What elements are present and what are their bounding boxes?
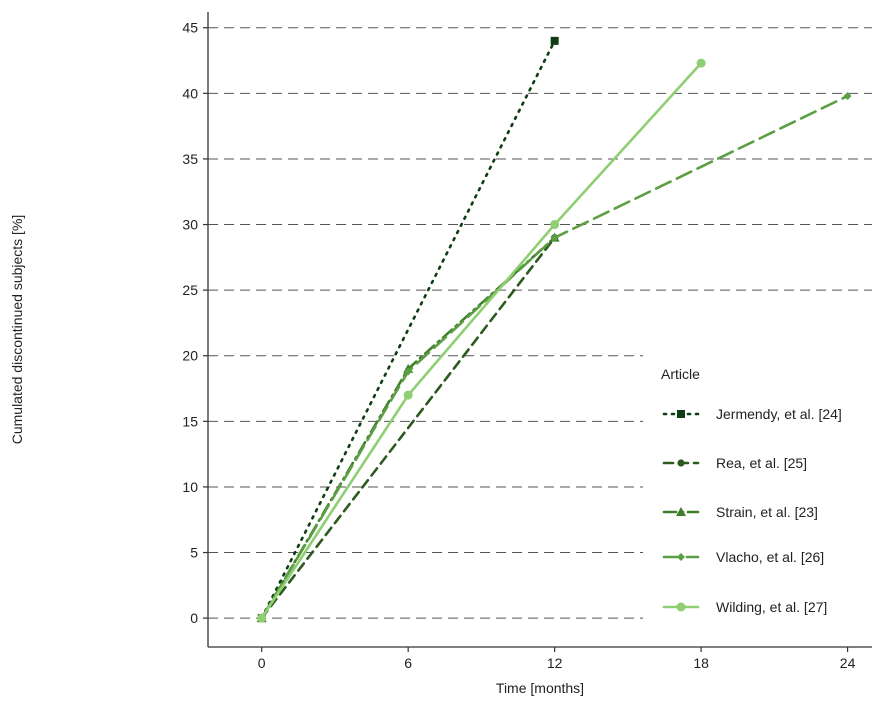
y-tick-label: 40	[182, 85, 198, 101]
y-tick-label: 25	[182, 282, 198, 298]
data-point	[696, 58, 706, 68]
data-point	[843, 91, 852, 100]
data-point	[404, 367, 413, 376]
legend-background	[643, 352, 873, 644]
legend-item-3: Strain, et al. [23]	[662, 504, 818, 520]
legend-item-2: Rea, et al. [25]	[662, 455, 807, 471]
y-tick-label: 5	[190, 545, 198, 561]
legend-label: Strain, et al. [23]	[716, 504, 818, 520]
x-tick-label: 6	[404, 655, 412, 671]
legend-item-5: Wilding, et al. [27]	[662, 599, 827, 615]
data-point	[403, 390, 413, 400]
y-axis-title: Cumulated discontinued subjects [%]	[9, 215, 25, 445]
data-point	[676, 507, 686, 516]
series-layer	[256, 36, 852, 623]
series-line	[260, 61, 703, 620]
x-tick-label: 0	[258, 655, 266, 671]
y-tick-label: 30	[182, 217, 198, 233]
y-tick-label: 0	[190, 610, 198, 626]
y-tick-label: 20	[182, 348, 198, 364]
legend-title: Article	[661, 366, 700, 382]
data-point	[550, 36, 559, 45]
series-line	[260, 94, 849, 620]
data-point	[257, 613, 267, 623]
y-tick-label: 10	[182, 479, 198, 495]
data-point	[676, 602, 686, 612]
series-2	[258, 234, 559, 622]
y-tick-label: 45	[182, 20, 198, 36]
data-point	[550, 220, 560, 230]
x-tick-label: 24	[840, 655, 856, 671]
legend-item-4: Vlacho, et al. [26]	[662, 549, 824, 565]
legend-item-1: Jermendy, et al. [24]	[662, 406, 842, 422]
legend: Article Jermendy, et al. [24] Rea, et al.…	[643, 352, 873, 644]
series-line	[260, 236, 556, 620]
x-tick-label: 18	[693, 655, 709, 671]
x-tick-label: 12	[547, 655, 563, 671]
data-point	[550, 233, 559, 242]
data-point	[677, 553, 685, 561]
axes: 0 5 10 15 20 25 30 35 40 45 0 6 12 18 24	[182, 12, 872, 671]
series-5	[257, 58, 706, 623]
series-line	[260, 39, 556, 620]
y-tick-label: 35	[182, 151, 198, 167]
legend-label: Rea, et al. [25]	[716, 455, 807, 471]
legend-label: Wilding, et al. [27]	[716, 599, 827, 615]
x-axis-title: Time [months]	[496, 680, 584, 696]
data-point	[677, 410, 685, 418]
legend-label: Jermendy, et al. [24]	[716, 406, 842, 422]
legend-label: Vlacho, et al. [26]	[716, 549, 824, 565]
series-1	[257, 36, 559, 623]
data-point	[677, 459, 685, 467]
y-tick-label: 15	[182, 413, 198, 429]
